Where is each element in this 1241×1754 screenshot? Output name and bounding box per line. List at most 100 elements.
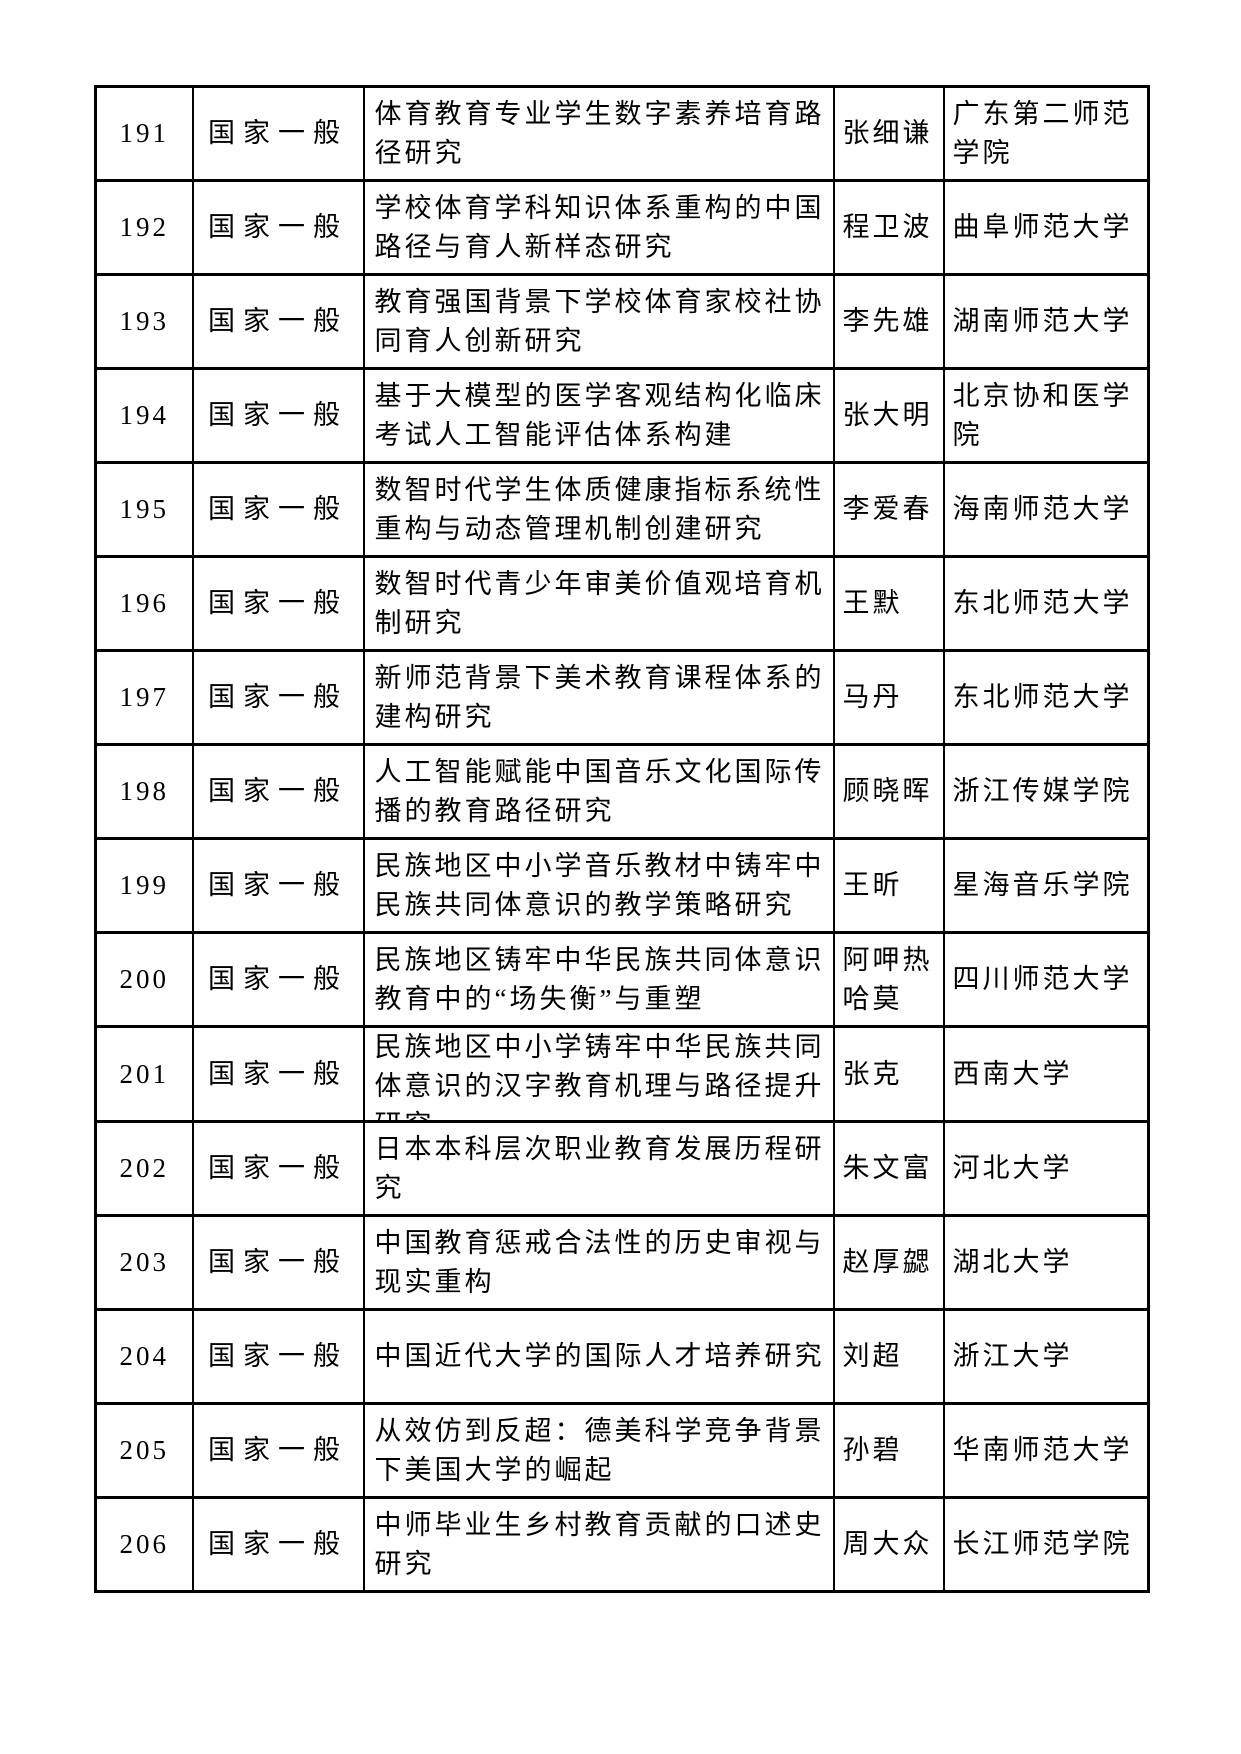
row-institution: 星海音乐学院 <box>942 837 1150 934</box>
table-row: 191 国家一般 体育教育专业学生数字素养培育路径研究 张细谦 广东第二师范学院 <box>94 85 1150 182</box>
row-institution: 北京协和医学院 <box>942 367 1150 464</box>
row-number: 205 <box>94 1402 194 1499</box>
row-category: 国家一般 <box>191 179 365 276</box>
row-leader-name: 王默 <box>832 555 945 652</box>
row-leader-name: 孙碧 <box>832 1402 945 1499</box>
row-leader-name: 李爱春 <box>832 461 945 558</box>
row-institution: 河北大学 <box>942 1120 1150 1217</box>
row-institution: 华南师范大学 <box>942 1402 1150 1499</box>
table-row: 205 国家一般 从效仿到反超：德美科学竞争背景下美国大学的崛起 孙碧 华南师范… <box>94 1402 1150 1499</box>
row-institution: 湖南师范大学 <box>942 273 1150 370</box>
project-title-text: 人工智能赋能中国音乐文化国际传播的教育路径研究 <box>374 756 825 826</box>
table-row: 198 国家一般 人工智能赋能中国音乐文化国际传播的教育路径研究 顾晓晖 浙江传… <box>94 743 1150 840</box>
row-project-title: 基于大模型的医学客观结构化临床考试人工智能评估体系构建 <box>362 367 835 464</box>
row-category: 国家一般 <box>191 1308 365 1405</box>
row-number: 203 <box>94 1214 194 1311</box>
row-institution: 四川师范大学 <box>942 931 1150 1028</box>
row-category: 国家一般 <box>191 1496 365 1593</box>
row-leader-name: 赵厚勰 <box>832 1214 945 1311</box>
row-category: 国家一般 <box>191 743 365 840</box>
table-row: 197 国家一般 新师范背景下美术教育课程体系的建构研究 马丹 东北师范大学 <box>94 649 1150 746</box>
project-title-text: 日本本科层次职业教育发展历程研究 <box>374 1133 825 1203</box>
row-number: 206 <box>94 1496 194 1593</box>
table-row: 201 国家一般 民族地区中小学铸牢中华民族共同体意识的汉字教育机理与路径提升研… <box>94 1025 1150 1123</box>
row-leader-name: 阿呷热哈莫 <box>832 931 945 1028</box>
table-row: 200 国家一般 民族地区铸牢中华民族共同体意识教育中的“场失衡”与重塑 阿呷热… <box>94 931 1150 1028</box>
row-project-title: 民族地区铸牢中华民族共同体意识教育中的“场失衡”与重塑 <box>362 931 835 1028</box>
table-row: 196 国家一般 数智时代青少年审美价值观培育机制研究 王默 东北师范大学 <box>94 555 1150 652</box>
project-title-text: 教育强国背景下学校体育家校社协同育人创新研究 <box>374 286 825 356</box>
row-number: 191 <box>94 85 194 182</box>
table-row: 204 国家一般 中国近代大学的国际人才培养研究 刘超 浙江大学 <box>94 1308 1150 1405</box>
table-row: 203 国家一般 中国教育惩戒合法性的历史审视与现实重构 赵厚勰 湖北大学 <box>94 1214 1150 1311</box>
row-number: 200 <box>94 931 194 1028</box>
table-row: 202 国家一般 日本本科层次职业教育发展历程研究 朱文富 河北大学 <box>94 1120 1150 1217</box>
grant-project-table: 191 国家一般 体育教育专业学生数字素养培育路径研究 张细谦 广东第二师范学院… <box>94 85 1150 1593</box>
row-leader-name: 张克 <box>832 1025 945 1123</box>
row-project-title: 日本本科层次职业教育发展历程研究 <box>362 1120 835 1217</box>
row-project-title: 体育教育专业学生数字素养培育路径研究 <box>362 85 835 182</box>
project-title-text: 中国教育惩戒合法性的历史审视与现实重构 <box>374 1227 825 1297</box>
project-title-text: 学校体育学科知识体系重构的中国路径与育人新样态研究 <box>374 192 825 262</box>
row-institution: 曲阜师范大学 <box>942 179 1150 276</box>
row-number: 202 <box>94 1120 194 1217</box>
project-title-text: 中国近代大学的国际人才培养研究 <box>374 1341 825 1371</box>
row-project-title: 数智时代青少年审美价值观培育机制研究 <box>362 555 835 652</box>
row-project-title: 中国教育惩戒合法性的历史审视与现实重构 <box>362 1214 835 1311</box>
row-leader-name: 周大众 <box>832 1496 945 1593</box>
table-row: 194 国家一般 基于大模型的医学客观结构化临床考试人工智能评估体系构建 张大明… <box>94 367 1150 464</box>
row-number: 197 <box>94 649 194 746</box>
row-institution: 东北师范大学 <box>942 555 1150 652</box>
row-institution: 西南大学 <box>942 1025 1150 1123</box>
row-category: 国家一般 <box>191 1214 365 1311</box>
row-institution: 湖北大学 <box>942 1214 1150 1311</box>
row-leader-name: 朱文富 <box>832 1120 945 1217</box>
row-category: 国家一般 <box>191 1120 365 1217</box>
row-project-title: 数智时代学生体质健康指标系统性重构与动态管理机制创建研究 <box>362 461 835 558</box>
project-title-text: 民族地区中小学铸牢中华民族共同体意识的汉字教育机理与路径提升研究 <box>374 1032 825 1119</box>
row-category: 国家一般 <box>191 931 365 1028</box>
project-title-text: 从效仿到反超：德美科学竞争背景下美国大学的崛起 <box>374 1415 825 1485</box>
row-institution: 海南师范大学 <box>942 461 1150 558</box>
row-institution: 东北师范大学 <box>942 649 1150 746</box>
row-number: 198 <box>94 743 194 840</box>
project-title-text: 数智时代青少年审美价值观培育机制研究 <box>374 568 825 638</box>
row-project-title: 从效仿到反超：德美科学竞争背景下美国大学的崛起 <box>362 1402 835 1499</box>
table-row: 192 国家一般 学校体育学科知识体系重构的中国路径与育人新样态研究 程卫波 曲… <box>94 179 1150 276</box>
row-number: 196 <box>94 555 194 652</box>
row-project-title: 民族地区中小学音乐教材中铸牢中民族共同体意识的教学策略研究 <box>362 837 835 934</box>
row-leader-name: 张细谦 <box>832 85 945 182</box>
row-number: 193 <box>94 273 194 370</box>
row-project-title: 教育强国背景下学校体育家校社协同育人创新研究 <box>362 273 835 370</box>
row-leader-name: 张大明 <box>832 367 945 464</box>
table-row: 195 国家一般 数智时代学生体质健康指标系统性重构与动态管理机制创建研究 李爱… <box>94 461 1150 558</box>
row-leader-name: 程卫波 <box>832 179 945 276</box>
project-title-text: 民族地区铸牢中华民族共同体意识教育中的“场失衡”与重塑 <box>374 944 825 1014</box>
row-number: 201 <box>94 1025 194 1123</box>
row-number: 199 <box>94 837 194 934</box>
row-leader-name: 顾晓晖 <box>832 743 945 840</box>
row-category: 国家一般 <box>191 1402 365 1499</box>
table-row: 206 国家一般 中师毕业生乡村教育贡献的口述史研究 周大众 长江师范学院 <box>94 1496 1150 1593</box>
row-category: 国家一般 <box>191 649 365 746</box>
project-title-text: 民族地区中小学音乐教材中铸牢中民族共同体意识的教学策略研究 <box>374 850 825 920</box>
project-title-text: 体育教育专业学生数字素养培育路径研究 <box>374 98 825 168</box>
row-category: 国家一般 <box>191 273 365 370</box>
row-institution: 浙江大学 <box>942 1308 1150 1405</box>
row-institution: 长江师范学院 <box>942 1496 1150 1593</box>
row-institution: 浙江传媒学院 <box>942 743 1150 840</box>
table-body: 191 国家一般 体育教育专业学生数字素养培育路径研究 张细谦 广东第二师范学院… <box>94 85 1150 1593</box>
table-row: 199 国家一般 民族地区中小学音乐教材中铸牢中民族共同体意识的教学策略研究 王… <box>94 837 1150 934</box>
row-category: 国家一般 <box>191 85 365 182</box>
row-number: 194 <box>94 367 194 464</box>
project-title-text: 中师毕业生乡村教育贡献的口述史研究 <box>374 1509 825 1579</box>
row-leader-name: 刘超 <box>832 1308 945 1405</box>
project-title-text: 新师范背景下美术教育课程体系的建构研究 <box>374 662 825 732</box>
row-project-title: 中国近代大学的国际人才培养研究 <box>362 1308 835 1405</box>
row-category: 国家一般 <box>191 367 365 464</box>
row-leader-name: 李先雄 <box>832 273 945 370</box>
row-project-title: 民族地区中小学铸牢中华民族共同体意识的汉字教育机理与路径提升研究 <box>362 1025 835 1123</box>
project-title-text: 基于大模型的医学客观结构化临床考试人工智能评估体系构建 <box>374 380 825 450</box>
table-row: 193 国家一般 教育强国背景下学校体育家校社协同育人创新研究 李先雄 湖南师范… <box>94 273 1150 370</box>
row-leader-name: 王昕 <box>832 837 945 934</box>
